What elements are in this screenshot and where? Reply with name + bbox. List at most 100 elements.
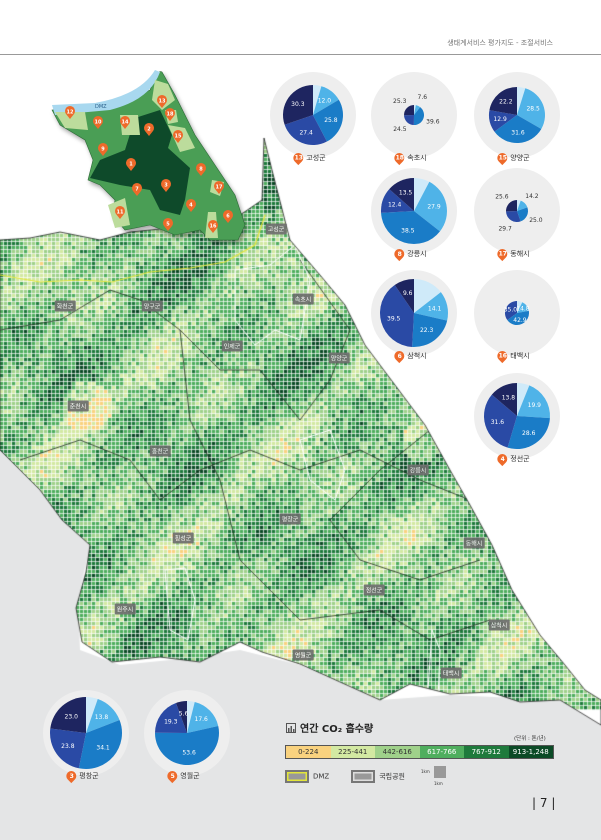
pie-slice-label: 14.2 <box>525 193 539 200</box>
pie-slice-label: 19.9 <box>528 402 542 409</box>
pie-slice <box>484 394 517 448</box>
pie-slice-label: 31.6 <box>511 129 525 136</box>
pie-slice-label: 27.9 <box>427 204 441 211</box>
marker-number: 11 <box>117 210 124 216</box>
pie-title: 6 삼척시 <box>392 348 427 364</box>
legend-bin-1: 0-224 <box>286 746 331 758</box>
pie-3: 13.8 34.1 23.8 23.0 <box>43 690 129 776</box>
pie-slice-label: 29.7 <box>498 225 512 232</box>
inset-marker-7[interactable]: 7 <box>132 183 142 196</box>
pie-background <box>270 72 356 158</box>
pie-title: 5 영월군 <box>165 768 200 784</box>
pie-slice-label: 35.0 <box>504 307 518 314</box>
pie-slice-label: 12.4 <box>388 201 402 208</box>
inset-marker-10[interactable]: 10 <box>93 116 103 129</box>
pie-background <box>144 690 230 776</box>
marker-pin-icon: 8 <box>392 246 407 262</box>
pie-slice <box>517 385 550 419</box>
pie-slice <box>517 302 529 313</box>
inset-marker-12[interactable]: 12 <box>65 106 75 119</box>
inset-marker-3[interactable]: 3 <box>161 179 171 192</box>
pie-slice-other <box>313 85 322 115</box>
pie-slice <box>394 279 414 313</box>
pie-slice <box>381 189 414 213</box>
legend-bins: 0-224 225-441 442-616 617-766 767-912 913-1,2… <box>285 745 554 759</box>
marker-pin-icon <box>115 206 125 219</box>
grid-cell-sample <box>434 766 446 778</box>
map-label-16: 영월군 <box>292 649 314 661</box>
pie-slice <box>412 313 448 347</box>
pie-slice <box>313 99 343 142</box>
pie-number: 18 <box>395 154 404 162</box>
marker-pin-icon: 5 <box>165 768 180 784</box>
pie-slice-label: 13.5 <box>399 189 413 196</box>
dmz-label: DMZ <box>313 772 330 780</box>
inset-marker-6[interactable]: 6 <box>223 210 233 223</box>
inset-marker-9[interactable]: 9 <box>98 143 108 156</box>
pie-slice-label: 7.6 <box>418 94 428 101</box>
pie-title: 4 정선군 <box>495 451 530 467</box>
map-label-13: 정선군 <box>363 584 385 596</box>
inset-shape <box>51 71 246 241</box>
pie-slice <box>389 178 414 211</box>
legend-bin-4: 617-766 <box>419 746 464 758</box>
pie-slice <box>282 85 313 125</box>
marker-pin-icon: 3 <box>64 768 79 784</box>
pie-slice <box>187 701 219 733</box>
inset-marker-11[interactable]: 11 <box>115 206 125 219</box>
pie-region-name: 속초시 <box>407 154 427 162</box>
map-label-3: 양구군 <box>141 300 163 312</box>
map-label-4: 속초시 <box>292 293 314 305</box>
inset-light-district <box>205 212 218 238</box>
pie-region-name: 삼척시 <box>407 352 427 360</box>
marker-number: 12 <box>67 110 74 116</box>
pie-region-name: 평창군 <box>79 772 99 780</box>
inset-marker-17[interactable]: 17 <box>214 181 224 194</box>
map-label-9: 강릉시 <box>407 464 429 476</box>
pie-slice-label: 42.9 <box>513 317 527 324</box>
inset-marker-14[interactable]: 14 <box>120 116 130 129</box>
inset-marker-1[interactable]: 1 <box>126 158 136 171</box>
pie-background <box>371 168 457 254</box>
pie-slice-label: 12.0 <box>318 97 332 104</box>
pie-slice <box>155 702 187 733</box>
inset-marker-18[interactable]: 18 <box>165 108 175 121</box>
pie-region-name: 태백시 <box>510 352 530 360</box>
pie-18: 7.6 39.6 24.5 25.3 <box>371 72 457 158</box>
inset-marker-16[interactable]: 16 <box>208 220 218 233</box>
pie-slice <box>491 383 517 416</box>
pie-region-name: 양양군 <box>510 154 530 162</box>
pie-slice <box>414 181 447 232</box>
pie-number: 13 <box>294 154 303 162</box>
park-swatch <box>351 769 376 783</box>
map-label-14: 원주시 <box>114 603 136 615</box>
pie-slice <box>506 200 517 212</box>
marker-number: 8 <box>199 167 203 173</box>
pie-slice-label: 14.1 <box>428 305 442 312</box>
inset-marker-8[interactable]: 8 <box>196 163 206 176</box>
pie-number: 5 <box>170 772 175 780</box>
pie-slice <box>404 115 414 125</box>
page-number: | 7 | <box>532 796 556 810</box>
marker-number: 3 <box>164 183 168 189</box>
inset-marker-13[interactable]: 13 <box>157 95 167 108</box>
pie-slice-label: 13.8 <box>502 394 516 401</box>
header-divider <box>0 54 601 55</box>
map-label-6: 양양군 <box>328 352 350 364</box>
marker-pin-icon <box>120 116 130 129</box>
pie-slice <box>313 86 339 115</box>
pie-number: 16 <box>498 352 507 360</box>
inset-light-district <box>152 80 175 110</box>
pie-slice-label: 25.3 <box>393 98 407 105</box>
pie-slice <box>517 200 528 211</box>
pie-background <box>371 72 457 158</box>
inset-marker-5[interactable]: 5 <box>163 218 173 231</box>
inset-marker-2[interactable]: 2 <box>144 123 154 136</box>
pie-slice-label: 30.3 <box>291 101 305 108</box>
pie-slice-label: 34.1 <box>96 744 110 751</box>
inset-marker-4[interactable]: 4 <box>186 199 196 212</box>
pie-slice-label: 17.6 <box>195 716 209 723</box>
pie-4: 19.9 28.6 31.6 13.8 <box>474 373 560 459</box>
inset-marker-15[interactable]: 15 <box>173 130 183 143</box>
